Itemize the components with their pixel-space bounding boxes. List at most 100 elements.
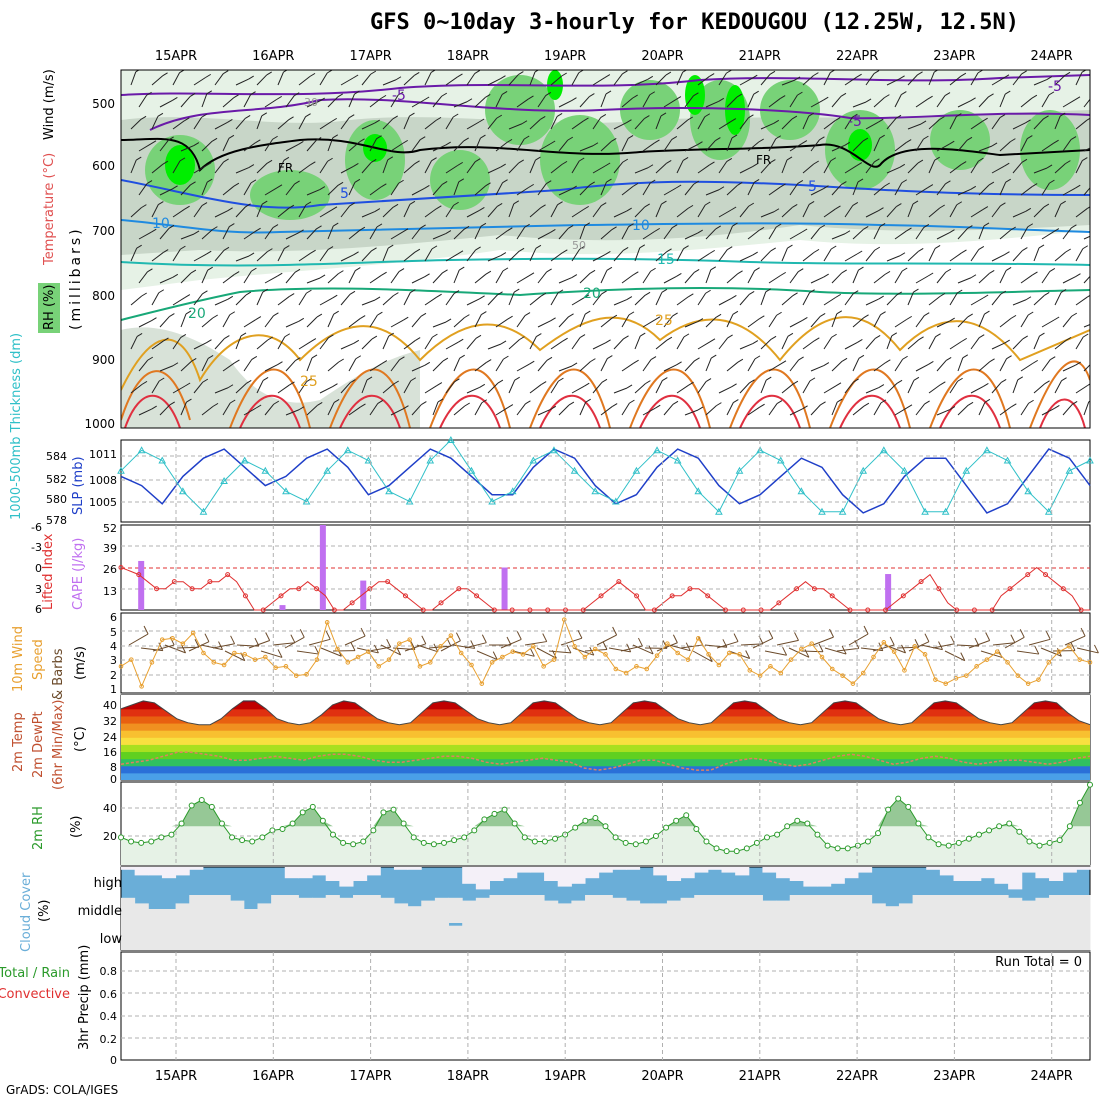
upper-barb-flag xyxy=(223,246,230,251)
upper-barb-flag xyxy=(276,272,283,277)
upper-barb xyxy=(327,361,340,372)
upper-barb-flag xyxy=(967,401,974,406)
upper-barb-flag xyxy=(830,157,837,162)
upper-barb-flag xyxy=(917,71,923,76)
cloud-gap xyxy=(735,895,750,923)
rh-marker xyxy=(824,842,831,849)
cloud-gap xyxy=(762,867,777,873)
upper-barb-flag xyxy=(457,161,463,166)
upper-barb-flag xyxy=(284,333,291,338)
isotherm-minus5-b xyxy=(149,98,1090,131)
upper-barb xyxy=(957,139,968,152)
upper-barb-flag xyxy=(662,377,668,381)
upper-barb xyxy=(634,78,648,86)
upper-barb-flag xyxy=(944,92,951,96)
upper-barb xyxy=(894,358,904,372)
upper-barb xyxy=(348,406,361,416)
upper-barb xyxy=(978,96,989,108)
upper-barb xyxy=(1033,167,1048,174)
cloud-gap xyxy=(666,900,682,923)
cloud-gap xyxy=(325,867,340,881)
upper-barb-flag xyxy=(878,295,884,300)
rh-patch xyxy=(430,150,490,210)
y-tick-label: 0 xyxy=(110,1054,117,1067)
thickness-marker xyxy=(137,446,146,454)
upper-barb xyxy=(487,78,501,86)
pressure-ticks: 500 600 700 800 900 1000 xyxy=(84,97,115,431)
upper-barb xyxy=(235,294,247,306)
upper-barb-flag xyxy=(924,400,930,405)
upper-barb xyxy=(726,185,738,196)
rh-marker xyxy=(229,834,236,841)
upper-barb-flag xyxy=(737,358,744,363)
chart-title: GFS 0~10day 3-hourly for KEDOUGOU (12.25… xyxy=(370,10,1020,35)
upper-barb-flag xyxy=(676,272,682,277)
upper-barb xyxy=(886,206,897,218)
upper-barb xyxy=(768,403,778,416)
wind-marker xyxy=(603,652,608,657)
rh-marker xyxy=(733,848,740,855)
upper-barb xyxy=(781,336,789,350)
wind-barb xyxy=(536,647,557,659)
wind-barb-flag xyxy=(470,640,476,649)
upper-barb-flag xyxy=(928,360,934,365)
cloud-gap xyxy=(1021,923,1036,950)
upper-barb xyxy=(508,203,515,218)
upper-barb-flag xyxy=(413,72,420,76)
y-tick-label: 578 xyxy=(46,514,67,527)
upper-barb xyxy=(600,181,607,196)
upper-barb xyxy=(1062,227,1072,240)
upper-barb xyxy=(957,228,968,240)
upper-barb-flag xyxy=(571,185,577,190)
upper-barb xyxy=(382,206,394,218)
cloud-gap xyxy=(148,867,163,876)
upper-barb-flag xyxy=(311,354,318,359)
upper-barb xyxy=(991,293,1002,306)
cloud-gap xyxy=(612,923,627,950)
upper-barb xyxy=(508,162,520,174)
upper-barb xyxy=(537,271,548,284)
cloud-gap xyxy=(516,895,531,923)
cape-bar xyxy=(885,574,892,610)
upper-barb xyxy=(222,138,230,152)
thickness-marker xyxy=(673,456,682,464)
cloud-gap xyxy=(571,900,586,923)
wind-marker xyxy=(695,636,701,641)
upper-barb-flag xyxy=(377,399,384,404)
upper-barb-flag xyxy=(403,405,409,410)
upper-barb xyxy=(726,314,734,328)
temp-mask xyxy=(121,695,1090,725)
lifted-marker xyxy=(402,593,408,599)
upper-barb-flag xyxy=(227,118,233,123)
upper-barb-flag xyxy=(978,245,985,250)
upper-barb xyxy=(844,293,854,306)
upper-barb xyxy=(600,93,607,108)
upper-barb-flag xyxy=(545,180,552,185)
upper-barb-flag xyxy=(392,203,399,208)
temp-band xyxy=(121,772,1090,780)
upper-barb xyxy=(243,270,252,284)
date-label-top: 21APR xyxy=(739,49,781,64)
upper-barb-flag xyxy=(184,117,190,122)
upper-barb-flag xyxy=(393,292,399,297)
upper-barb xyxy=(340,77,354,86)
upper-barb xyxy=(886,78,900,86)
upper-barb xyxy=(256,292,264,306)
upper-barb xyxy=(831,313,838,328)
wind-marker xyxy=(778,670,784,676)
upper-barb xyxy=(844,116,853,130)
upper-barb-flag xyxy=(402,139,408,144)
upper-barb-flag xyxy=(949,229,955,234)
upper-barb xyxy=(970,209,984,218)
wind-barb xyxy=(1064,635,1086,646)
upper-barb xyxy=(949,75,962,86)
wind-marker xyxy=(551,657,557,662)
upper-barb-flag xyxy=(305,201,312,206)
upper-barb-flag xyxy=(896,291,902,296)
upper-barb-flag xyxy=(206,339,212,344)
upper-barb-flag xyxy=(370,159,377,163)
wind-barb xyxy=(704,644,727,648)
upper-barb-flag xyxy=(830,245,837,250)
wind-barb-flag xyxy=(204,633,210,642)
upper-barb xyxy=(445,381,455,394)
